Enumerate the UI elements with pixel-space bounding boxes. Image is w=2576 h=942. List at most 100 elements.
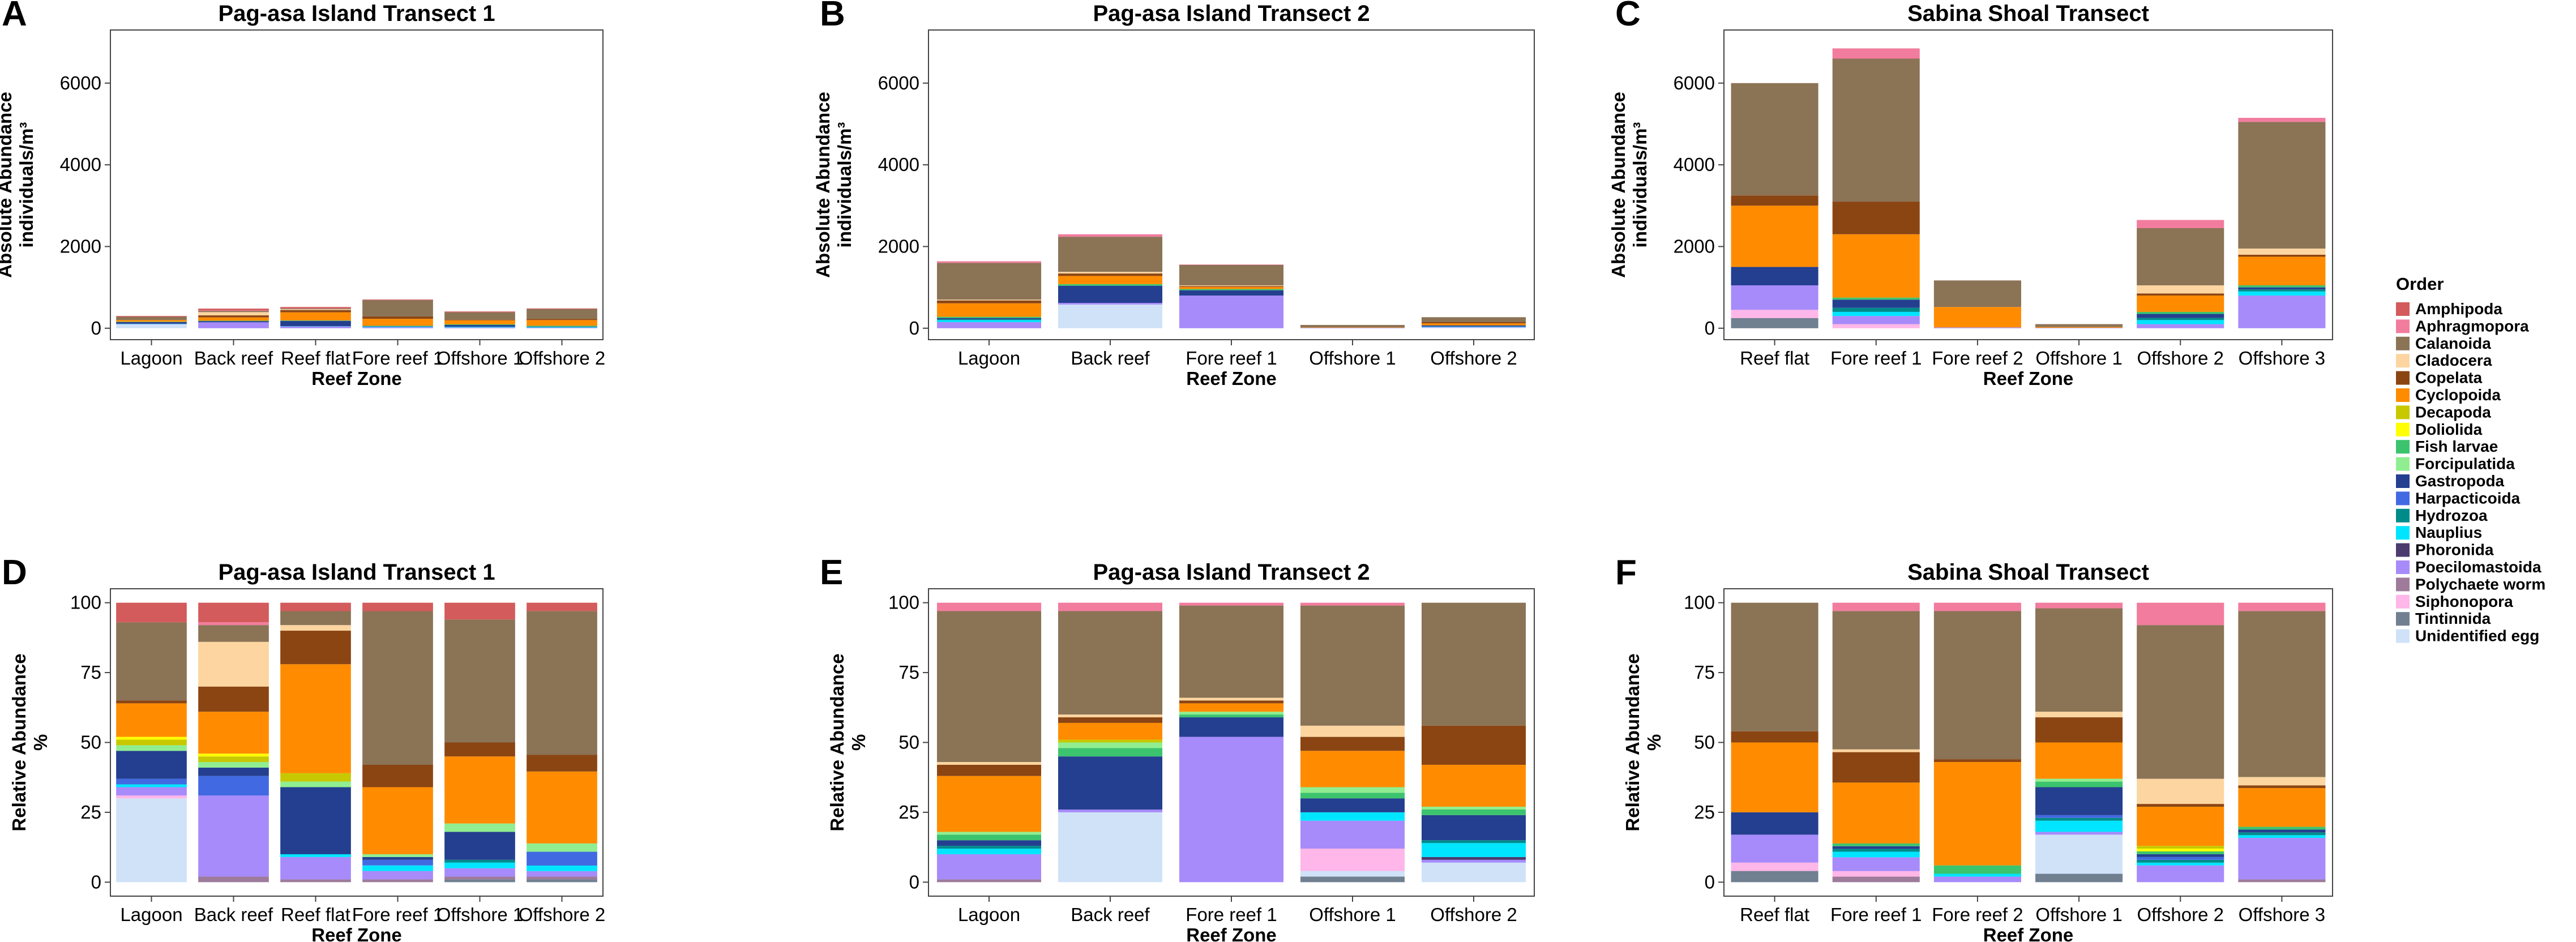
legend-label: Nauplius — [2415, 524, 2482, 541]
bar-segment-calanoida — [2137, 625, 2224, 779]
legend-label: Calanoida — [2415, 335, 2491, 352]
chart-panel-c: C Sabina Shoal Transect 0 2000 4000 6000 Absol… — [1608, 0, 2333, 389]
y-tick-label: 4000 — [878, 154, 919, 175]
x-tick-label: Offshore 2 — [2137, 348, 2224, 369]
bar-segment-aphragmopora — [1300, 602, 1405, 606]
bar-segment-poecilomastoida — [2238, 838, 2326, 880]
bar-segment-gastropoda — [1179, 717, 1284, 737]
x-tick-label: Reef flat — [1740, 348, 1809, 369]
bar-segment-aphragmopora — [362, 299, 433, 301]
x-tick-label: Lagoon — [120, 348, 182, 369]
bar-segment-unidentified-egg — [116, 798, 187, 883]
bar-segment-poecilomastoida — [936, 322, 1042, 328]
bar-segment-fish-larvae — [2137, 851, 2224, 854]
panel-letter: B — [820, 0, 845, 33]
chart-title: Sabina Shoal Transect — [1907, 560, 2149, 585]
legend-label: Siphonopora — [2415, 593, 2513, 610]
bar-segment-cyclopoida — [2238, 788, 2326, 827]
bar-segment-copelata — [2238, 785, 2326, 789]
bar-segment-gastropoda — [198, 321, 269, 323]
bar-segment-nauplius — [2137, 320, 2224, 324]
bar-segment-cyclopoida — [362, 787, 433, 854]
bar-segment-gastropoda — [444, 325, 515, 327]
bar-segment-cyclopoida — [2137, 296, 2224, 312]
y-tick-label: 0 — [1705, 871, 1715, 892]
bar-segment-copelata — [527, 755, 597, 772]
bar-segment-gastropoda — [1300, 798, 1405, 812]
bar-segment-hydrozoa — [2137, 318, 2224, 320]
panel-letter: F — [1615, 553, 1637, 592]
bar-segment-polychaete-worm — [2238, 879, 2326, 883]
legend-label: Cladocera — [2415, 352, 2492, 369]
y-tick-label: 50 — [898, 732, 919, 753]
bar-segment-cyclopoida — [198, 712, 269, 754]
bar-segment-fish-larvae — [1421, 809, 1526, 815]
bar-segment-unidentified-egg — [1058, 812, 1163, 883]
bar-segment-copelata — [1421, 322, 1526, 324]
bar-segment-poecilomastoida — [2035, 832, 2123, 835]
bar-segment-calanoida — [527, 611, 597, 755]
bar-segment-poecilomastoida — [1832, 857, 1920, 871]
bar-segment-nauplius — [1832, 851, 1920, 858]
bar-segment-cyclopoida — [2137, 807, 2224, 846]
y-tick-label: 75 — [80, 662, 101, 683]
chart-panel-e: E Pag-asa Island Transect 2 0 25 50 75 100 Rela… — [820, 553, 1535, 942]
bar-segment-polychaete-worm — [198, 876, 269, 883]
bar-segment-copelata — [198, 315, 269, 318]
bar-segment-cyclopoida — [1933, 762, 2021, 866]
bar-segment-calanoida — [2137, 228, 2224, 286]
y-tick-label: 6000 — [60, 72, 101, 93]
bar-segment-nauplius — [444, 862, 515, 868]
bar-segment-cyclopoida — [280, 312, 351, 321]
chart-panel-f: F Sabina Shoal Transect 0 25 50 75 100 Relative… — [1615, 553, 2333, 942]
bar-segment-cyclopoida — [1058, 722, 1163, 740]
bar-segment-cyclopoida — [527, 771, 597, 843]
panel-letter: A — [2, 0, 27, 33]
bar-segment-copelata — [362, 764, 433, 787]
bar-segment-cladocera — [198, 312, 269, 316]
bar-segment-gastropoda — [1421, 815, 1526, 841]
legend-title: Order — [2396, 274, 2444, 294]
bar-segment-decapoda — [116, 739, 187, 746]
bar-segment-forcipulatida — [1300, 787, 1405, 793]
y-tick-label: 100 — [888, 592, 919, 613]
bar-segment-forcipulatida — [1179, 712, 1284, 715]
bar-segment-gastropoda — [2238, 287, 2326, 290]
bar-segment-amphipoda — [444, 311, 515, 312]
legend-label: Polychaete worm — [2415, 575, 2545, 593]
bar-segment-cladocera — [280, 309, 351, 310]
bar-segment-cyclopoida — [444, 756, 515, 824]
bar-segment-unidentified-egg — [1300, 871, 1405, 877]
bar-segment-fish-larvae — [936, 316, 1042, 318]
bar-segment-calanoida — [2035, 608, 2123, 712]
bar-segment-cladocera — [1179, 285, 1284, 286]
x-tick-label: Fore reef 1 — [1186, 904, 1277, 925]
x-tick-label: Offshore 1 — [1309, 904, 1396, 925]
bar-segment-poecilomastoida — [1421, 327, 1526, 328]
bar-segment-gastropoda — [2238, 829, 2326, 833]
bar-segment-amphipoda — [280, 307, 351, 309]
x-tick-label: Lagoon — [958, 348, 1020, 369]
x-tick-label: Offshore 1 — [2035, 904, 2122, 925]
bar-segment-gastropoda — [280, 787, 351, 854]
bar-segment-copelata — [1300, 737, 1405, 751]
bar-segment-gastropoda — [2137, 854, 2224, 857]
bar-segment-cyclopoida — [1731, 742, 1818, 812]
y-tick-label: 100 — [1684, 592, 1715, 613]
y-tick-label: 4000 — [1674, 154, 1715, 175]
bar-segment-calanoida — [280, 611, 351, 626]
bar-segment-phoronida — [1421, 857, 1526, 860]
x-tick-label: Fore reef 1 — [352, 348, 443, 369]
bar-segment-poecilomastoida — [1933, 876, 2021, 883]
bar-segment-poecilomastoida — [444, 868, 515, 877]
x-tick-label: Offshore 1 — [2035, 348, 2122, 369]
bar-segment-poecilomastoida — [1058, 809, 1163, 812]
bar-segment-copelata — [1731, 195, 1818, 206]
bar-segment-polychaete-worm — [362, 879, 433, 883]
bar-segment-gastropoda — [1058, 756, 1163, 810]
bar-segment-cladocera — [1179, 697, 1284, 701]
bar-segment-forcipulatida — [444, 823, 515, 832]
bar-segment-cladocera — [2137, 778, 2224, 804]
bar-segment-gastropoda — [1179, 290, 1284, 296]
